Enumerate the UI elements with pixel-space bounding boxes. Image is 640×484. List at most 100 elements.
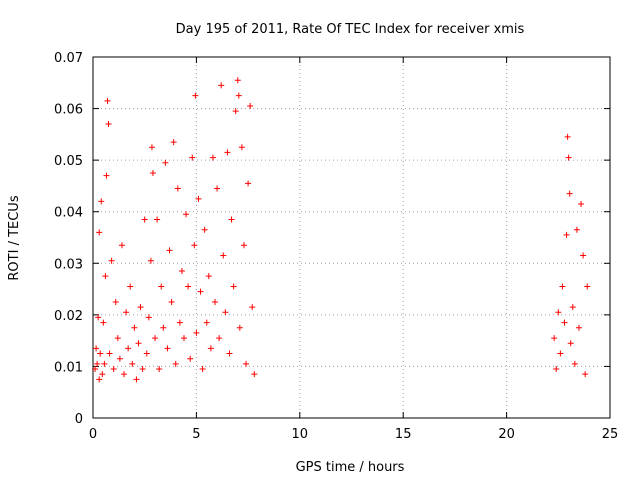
data-point — [141, 216, 148, 223]
data-point — [93, 345, 100, 352]
data-point — [569, 304, 576, 311]
data-point — [131, 324, 138, 331]
data-point — [192, 92, 199, 99]
data-point — [180, 335, 187, 342]
data-point — [135, 340, 142, 347]
data-point — [187, 355, 194, 362]
data-point — [172, 360, 179, 367]
data-point — [201, 226, 208, 233]
data-point — [559, 283, 566, 290]
data-point — [176, 319, 183, 326]
data-point — [557, 350, 564, 357]
data-point — [148, 144, 155, 151]
data-point — [555, 309, 562, 316]
data-point — [106, 350, 113, 357]
data-point — [197, 288, 204, 295]
data-point — [193, 329, 200, 336]
data-point — [123, 309, 130, 316]
data-point — [154, 216, 161, 223]
data-point — [551, 335, 558, 342]
data-point — [98, 198, 105, 205]
data-point — [121, 371, 128, 378]
data-point — [174, 185, 181, 192]
data-point — [245, 180, 252, 187]
data-point — [162, 159, 169, 166]
data-point — [101, 360, 108, 367]
data-point — [112, 298, 119, 305]
data-point — [145, 314, 152, 321]
data-point — [108, 257, 115, 264]
data-point — [212, 298, 219, 305]
data-point — [95, 314, 102, 321]
data-point — [566, 190, 573, 197]
data-point — [553, 366, 560, 373]
y-axis-label: ROTI / TECUs — [7, 195, 22, 280]
data-point — [105, 121, 112, 128]
data-point — [100, 319, 107, 326]
data-point — [99, 371, 106, 378]
data-point — [96, 376, 103, 383]
data-point — [160, 324, 167, 331]
y-tick-label: 0.04 — [54, 206, 83, 221]
data-point — [133, 376, 140, 383]
plot-frame — [92, 56, 611, 419]
data-point — [199, 366, 206, 373]
data-point — [96, 229, 103, 236]
axis-ticks: 0 5 10 15 20 25 0 0.01 0.02 0.03 0.04 0.05 0.06 0.07 — [54, 51, 618, 442]
x-axis-label: GPS time / hours — [296, 460, 405, 475]
x-tick-label: 5 — [192, 427, 200, 442]
data-point — [104, 97, 111, 104]
data-point — [578, 200, 585, 207]
data-point — [235, 92, 242, 99]
data-point — [195, 195, 202, 202]
y-tick-label: 0.02 — [54, 309, 83, 324]
data-point — [189, 154, 196, 161]
x-tick-label: 25 — [602, 427, 619, 442]
data-point — [561, 319, 568, 326]
data-point — [236, 324, 243, 331]
y-tick-label: 0 — [75, 412, 83, 427]
data-point — [191, 242, 198, 249]
data-point — [207, 345, 214, 352]
x-tick-label: 20 — [498, 427, 515, 442]
data-point — [571, 360, 578, 367]
data-point — [580, 252, 587, 259]
data-point — [110, 366, 117, 373]
y-tick-label: 0.03 — [54, 257, 83, 272]
y-tick-label: 0.05 — [54, 154, 83, 169]
data-point — [234, 77, 241, 84]
x-tick-label: 15 — [395, 427, 412, 442]
data-point — [125, 345, 132, 352]
data-point — [232, 108, 239, 115]
data-point — [565, 154, 572, 161]
data-point — [214, 185, 221, 192]
data-point — [164, 345, 171, 352]
y-tick-label: 0.06 — [54, 103, 83, 118]
data-point — [567, 340, 574, 347]
data-point — [222, 309, 229, 316]
data-point — [158, 283, 165, 290]
data-point — [251, 371, 258, 378]
data-point — [170, 139, 177, 146]
data-point — [156, 366, 163, 373]
data-point — [129, 360, 136, 367]
data-point — [114, 335, 121, 342]
data-point — [139, 366, 146, 373]
data-point — [205, 273, 212, 280]
data-point — [203, 319, 210, 326]
data-point — [166, 247, 173, 254]
data-point — [575, 324, 582, 331]
data-point — [220, 252, 227, 259]
data-point — [209, 154, 216, 161]
data-point — [564, 133, 571, 140]
data-point — [97, 350, 104, 357]
data-point — [152, 335, 159, 342]
data-point — [118, 242, 125, 249]
data-point — [243, 360, 250, 367]
data-point — [94, 360, 101, 367]
data-point — [127, 283, 134, 290]
y-tick-label: 0.01 — [54, 360, 83, 375]
data-point — [228, 216, 235, 223]
data-point — [240, 242, 247, 249]
